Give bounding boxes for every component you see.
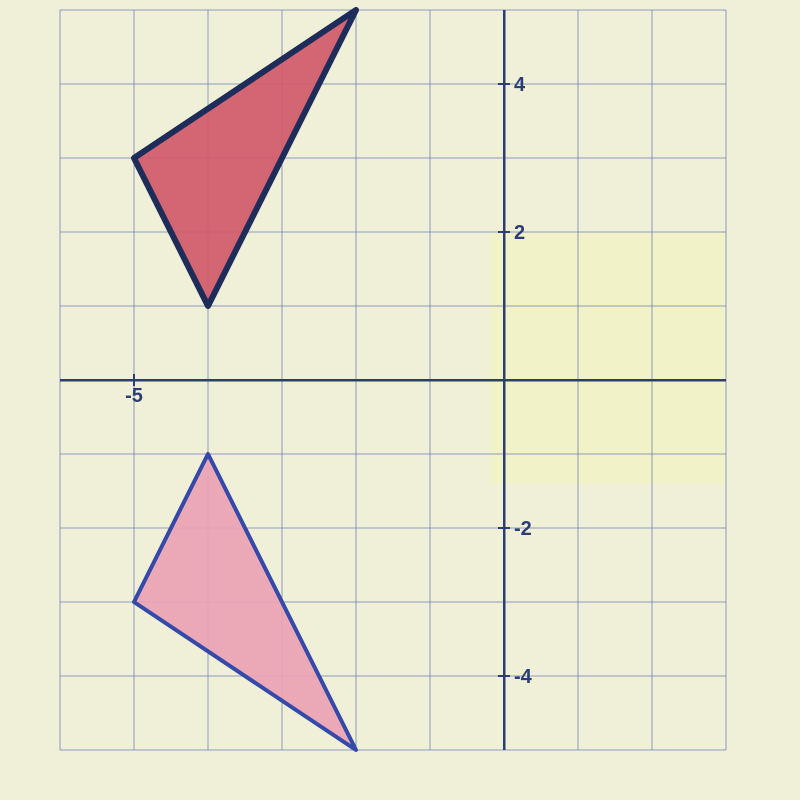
coordinate-grid-figure: 4 2 -2 -4 -5 — [0, 0, 800, 800]
y-tick-label: 4 — [514, 74, 526, 96]
glare-patch — [489, 232, 726, 484]
y-tick-label: -2 — [514, 518, 532, 540]
coordinate-plane: 4 2 -2 -4 -5 — [0, 0, 800, 800]
y-tick-label: -4 — [514, 666, 533, 688]
y-tick-label: 2 — [514, 222, 525, 244]
x-tick-label: -5 — [125, 385, 143, 407]
